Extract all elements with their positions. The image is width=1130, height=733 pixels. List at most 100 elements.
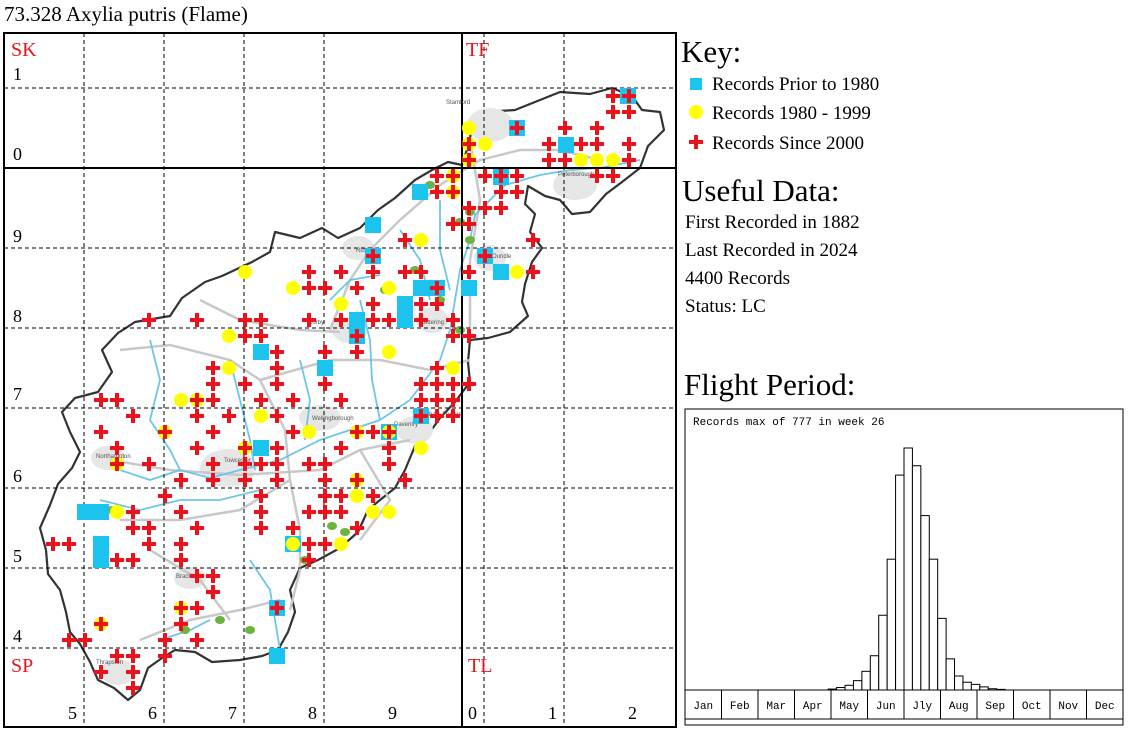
record-since-2000 xyxy=(398,265,412,279)
record-since-2000 xyxy=(510,169,524,183)
record-since-2000 xyxy=(414,265,428,279)
record-since-2000 xyxy=(142,457,156,471)
record-since-2000 xyxy=(206,393,220,407)
record-1980-1999 xyxy=(334,297,348,311)
record-since-2000 xyxy=(62,537,76,551)
record-since-2000 xyxy=(446,409,460,423)
record-prior-1980 xyxy=(253,440,269,456)
record-since-2000 xyxy=(126,505,140,519)
record-since-2000 xyxy=(414,409,428,423)
record-since-2000 xyxy=(542,137,556,151)
river xyxy=(149,339,181,471)
record-since-2000 xyxy=(622,153,636,167)
record-since-2000 xyxy=(126,649,140,663)
river xyxy=(329,274,381,301)
record-since-2000 xyxy=(238,313,252,327)
record-1980-1999 xyxy=(382,345,396,359)
record-since-2000 xyxy=(46,537,60,551)
record-prior-1980 xyxy=(269,648,285,664)
record-prior-1980 xyxy=(365,217,381,233)
record-since-2000 xyxy=(126,521,140,535)
record-since-2000 xyxy=(302,457,316,471)
record-since-2000 xyxy=(622,105,636,119)
record-prior-1980 xyxy=(413,280,429,296)
record-since-2000 xyxy=(110,649,124,663)
month-label: Nov xyxy=(1058,701,1078,713)
grid-square-label: TL xyxy=(468,655,492,677)
record-since-2000 xyxy=(238,441,252,455)
flight-period-title: Flight Period: xyxy=(684,367,856,402)
town-label: Oundle xyxy=(492,254,512,260)
record-since-2000 xyxy=(334,505,348,519)
record-since-2000 xyxy=(350,329,364,343)
record-since-2000 xyxy=(462,217,476,231)
record-since-2000 xyxy=(174,505,188,519)
record-since-2000 xyxy=(558,153,572,167)
easting-label: 8 xyxy=(308,703,317,723)
record-since-2000 xyxy=(574,137,588,151)
record-since-2000 xyxy=(174,473,188,487)
record-since-2000 xyxy=(110,553,124,567)
road xyxy=(199,298,341,334)
record-1980-1999 xyxy=(606,153,620,167)
record-1980-1999 xyxy=(446,361,460,375)
chart-bar xyxy=(895,474,905,691)
record-since-2000 xyxy=(430,185,444,199)
record-since-2000 xyxy=(174,553,188,567)
record-since-2000 xyxy=(94,617,108,631)
record-since-2000 xyxy=(606,89,620,103)
chart-bar xyxy=(954,675,964,691)
record-since-2000 xyxy=(270,457,284,471)
status: Status: LC xyxy=(685,296,766,317)
record-1980-1999 xyxy=(414,441,428,455)
record-since-2000 xyxy=(590,121,604,135)
record-since-2000 xyxy=(254,313,268,327)
record-since-2000 xyxy=(462,377,476,391)
town-area xyxy=(299,405,341,431)
chart-bar xyxy=(928,558,939,691)
record-since-2000 xyxy=(190,441,204,455)
northing-label: 6 xyxy=(13,466,22,486)
record-since-2000 xyxy=(494,169,508,183)
chart-bar xyxy=(920,515,930,691)
record-since-2000 xyxy=(430,281,444,295)
record-since-2000 xyxy=(462,201,476,215)
record-since-2000 xyxy=(590,137,604,151)
month-label: Oct xyxy=(1022,701,1042,713)
record-since-2000 xyxy=(526,265,540,279)
key-label: Records 1980 - 1999 xyxy=(712,103,871,124)
record-since-2000 xyxy=(190,409,204,423)
record-since-2000 xyxy=(270,441,284,455)
record-1980-1999 xyxy=(334,537,348,551)
record-since-2000 xyxy=(382,425,396,439)
chart-bar xyxy=(869,655,880,691)
record-since-2000 xyxy=(126,665,140,679)
record-since-2000 xyxy=(446,393,460,407)
record-since-2000 xyxy=(110,393,124,407)
record-since-2000 xyxy=(94,425,108,439)
record-since-2000 xyxy=(318,537,332,551)
town-area xyxy=(101,659,135,685)
record-1980-1999 xyxy=(590,153,604,167)
easting-label: 9 xyxy=(388,703,397,723)
record-since-2000 xyxy=(190,393,204,407)
town-area xyxy=(467,108,513,142)
chart-bar xyxy=(878,614,888,691)
record-since-2000 xyxy=(190,313,204,327)
record-since-2000 xyxy=(398,473,412,487)
record-since-2000 xyxy=(318,473,332,487)
first-recorded: First Recorded in 1882 xyxy=(685,212,860,233)
record-since-2000 xyxy=(430,409,444,423)
record-since-2000 xyxy=(206,457,220,471)
town-area xyxy=(553,170,597,200)
record-since-2000 xyxy=(366,265,380,279)
record-since-2000 xyxy=(526,233,540,247)
record-since-2000 xyxy=(254,457,268,471)
record-since-2000 xyxy=(158,425,172,439)
chart-frame xyxy=(684,408,1124,726)
record-since-2000 xyxy=(398,233,412,247)
record-1980-1999 xyxy=(222,361,236,375)
record-since-2000 xyxy=(414,377,428,391)
chart-bar xyxy=(962,681,972,691)
